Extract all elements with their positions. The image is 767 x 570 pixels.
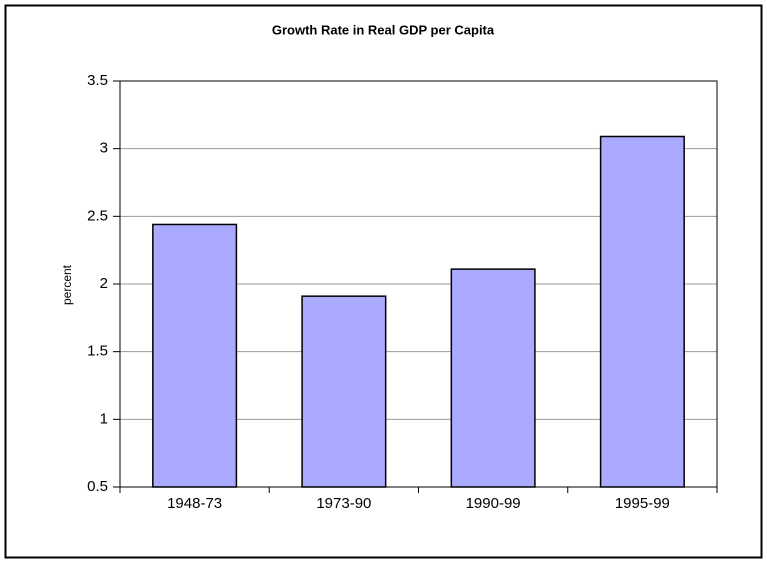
chart-title: Growth Rate in Real GDP per Capita [272, 22, 495, 37]
y-tick-label: 0.5 [87, 478, 108, 495]
y-tick-label: 1.5 [87, 343, 108, 360]
y-tick-label: 3.5 [87, 72, 108, 89]
bar [450, 268, 536, 488]
y-tick-label: 1 [100, 410, 108, 427]
y-tick-label: 2 [100, 275, 108, 292]
x-tick-label: 1973-90 [316, 495, 371, 512]
bar [599, 135, 685, 488]
y-axis-label: percent [60, 264, 74, 305]
bar [301, 295, 387, 488]
bar [152, 223, 238, 488]
y-tick-label: 2.5 [87, 207, 108, 224]
x-tick-label: 1995-99 [615, 495, 670, 512]
x-tick-label: 1948-73 [167, 495, 222, 512]
x-tick-label: 1990-99 [466, 495, 521, 512]
y-tick-label: 3 [100, 140, 108, 157]
